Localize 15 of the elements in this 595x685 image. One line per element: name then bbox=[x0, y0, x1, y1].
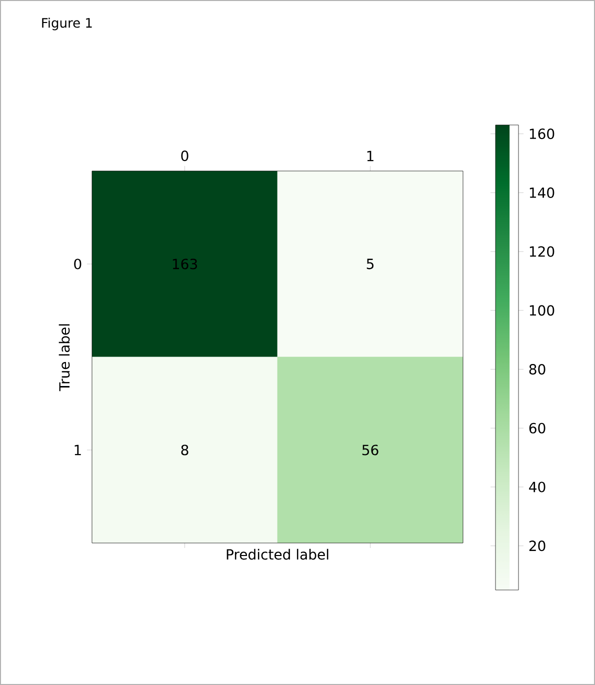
color-bar-label: 40 bbox=[529, 482, 546, 492]
data-label: 163 bbox=[172, 258, 197, 270]
color-bar-label: 140 bbox=[530, 187, 554, 198]
color-bar-label: 100 bbox=[530, 305, 554, 316]
color-bar-label: 80 bbox=[529, 364, 546, 375]
color-bar-label: 160 bbox=[530, 128, 554, 140]
caption: Figure 1 bbox=[42, 18, 92, 30]
data-label: 5 bbox=[366, 258, 374, 270]
y-axis-title: True label bbox=[58, 324, 70, 392]
x-axis-title: Predicted label bbox=[226, 548, 328, 560]
color-bar-label: 120 bbox=[530, 246, 554, 257]
color-bar-label: 60 bbox=[529, 422, 546, 434]
color-bar-label: 20 bbox=[529, 540, 546, 552]
data-label: 56 bbox=[362, 444, 378, 456]
data-label: 8 bbox=[181, 444, 188, 456]
